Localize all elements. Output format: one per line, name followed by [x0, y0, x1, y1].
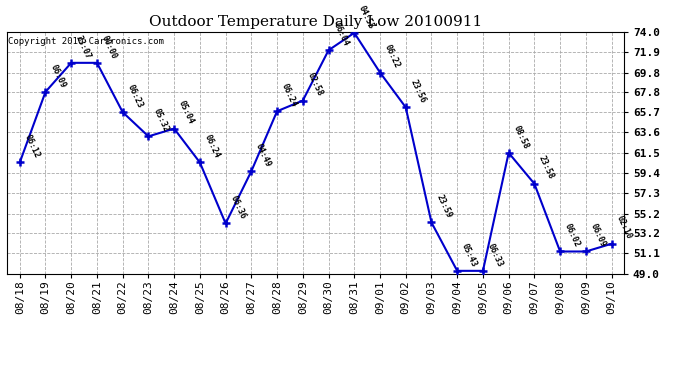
- Text: 06:12: 06:12: [23, 133, 41, 160]
- Text: 06:02: 06:02: [563, 222, 582, 249]
- Text: 23:58: 23:58: [538, 154, 556, 181]
- Text: 23:56: 23:56: [408, 78, 427, 105]
- Text: 06:24: 06:24: [280, 82, 299, 108]
- Text: 23:07: 23:07: [74, 34, 92, 60]
- Text: 06:36: 06:36: [228, 194, 247, 220]
- Text: 04:55: 04:55: [357, 4, 376, 30]
- Text: 05:04: 05:04: [177, 99, 196, 126]
- Text: 06:24: 06:24: [203, 133, 221, 160]
- Title: Outdoor Temperature Daily Low 20100911: Outdoor Temperature Daily Low 20100911: [149, 15, 482, 29]
- Text: 23:59: 23:59: [434, 193, 453, 220]
- Text: 00:00: 00:00: [100, 34, 119, 60]
- Text: 06:04: 06:04: [331, 21, 350, 48]
- Text: 06:33: 06:33: [486, 242, 504, 268]
- Text: 06:23: 06:23: [126, 83, 144, 110]
- Text: 04:49: 04:49: [254, 142, 273, 168]
- Text: 06:22: 06:22: [383, 43, 402, 70]
- Text: 06:09: 06:09: [48, 63, 67, 89]
- Text: 02:58: 02:58: [306, 71, 324, 98]
- Text: 05:32: 05:32: [151, 107, 170, 134]
- Text: 02:10: 02:10: [614, 214, 633, 241]
- Text: 05:43: 05:43: [460, 242, 479, 268]
- Text: 08:58: 08:58: [511, 124, 530, 150]
- Text: 06:09: 06:09: [589, 222, 607, 249]
- Text: Copyright 2010 Cartronics.com: Copyright 2010 Cartronics.com: [8, 37, 164, 46]
